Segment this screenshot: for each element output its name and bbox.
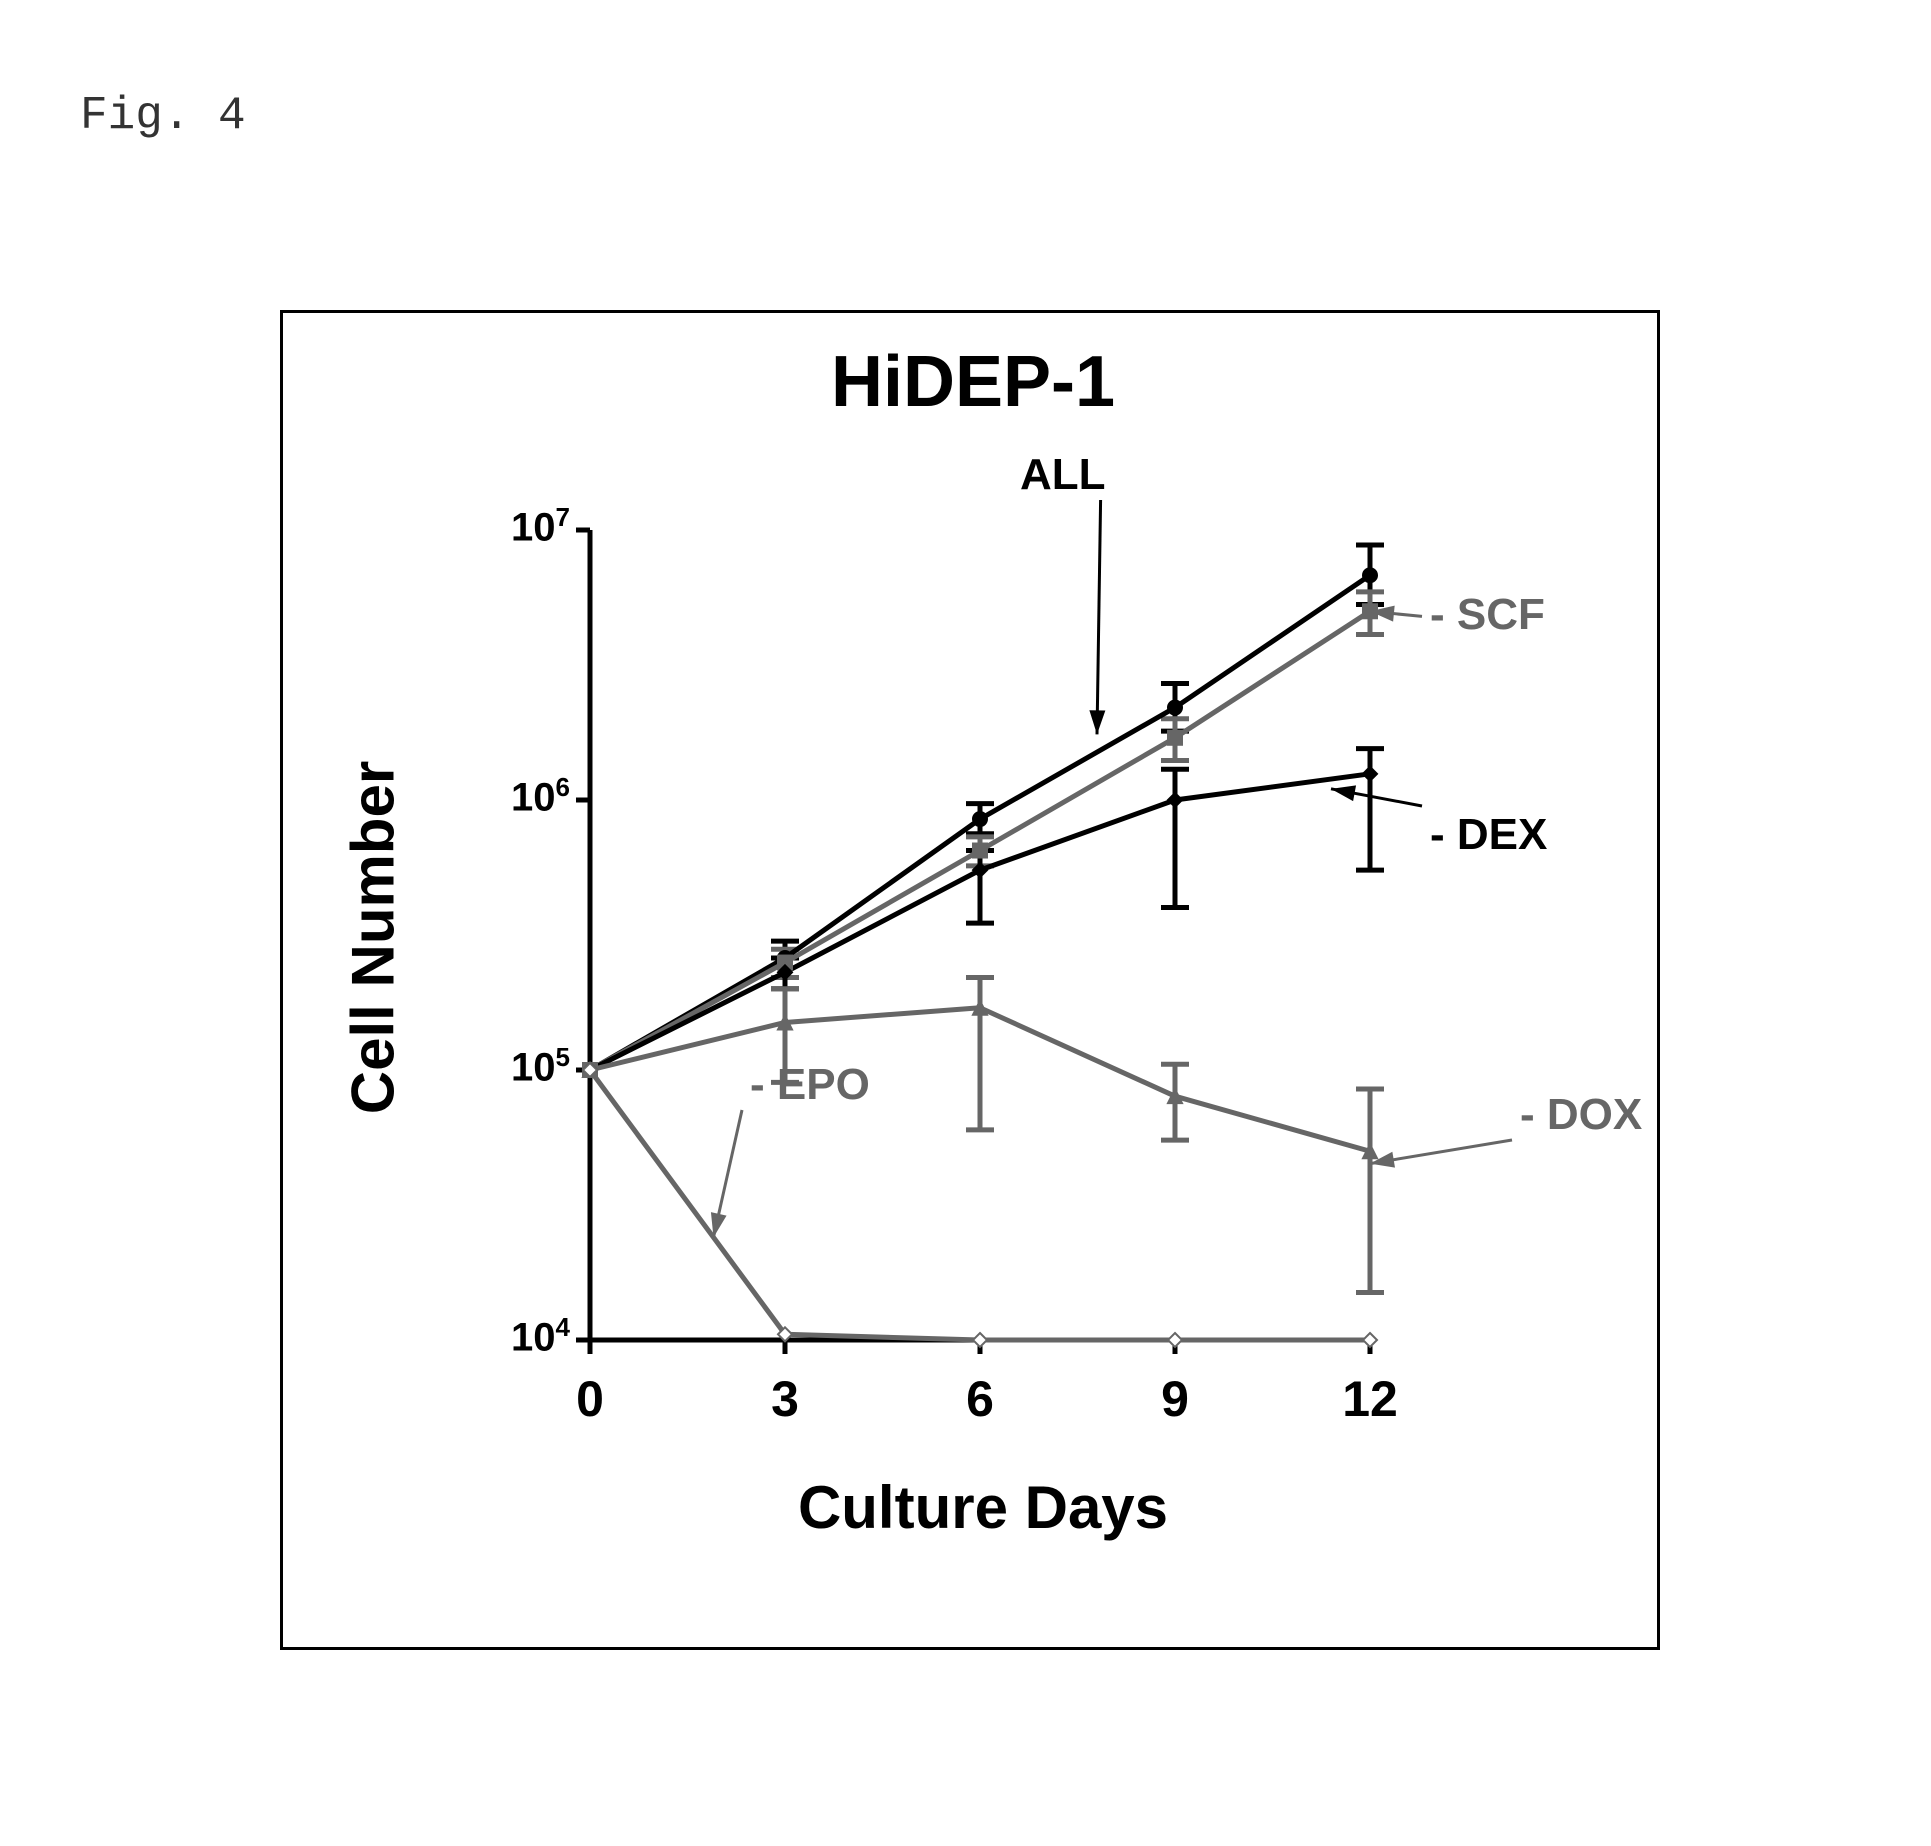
- series-marker-minus-EPO: [1363, 1333, 1377, 1347]
- series-annotation-minus-EPO: - EPO: [750, 1060, 870, 1110]
- series-marker-ALL: [973, 812, 987, 826]
- series-annotation-minus-DEX: - DEX: [1430, 810, 1547, 860]
- series-annotation-minus-SCF: - SCF: [1430, 590, 1545, 640]
- x-tick-label: 0: [560, 1370, 620, 1428]
- x-tick-label: 12: [1340, 1370, 1400, 1428]
- series-marker-ALL: [1168, 701, 1182, 715]
- y-tick-label: 105: [460, 1042, 570, 1090]
- page: Fig. 4 HiDEP-1 Cell Number Culture Days …: [0, 0, 1931, 1846]
- y-tick-label: 104: [460, 1312, 570, 1360]
- series-marker-minus-EPO: [973, 1333, 987, 1347]
- series-annotation-minus-DOX: - DOX: [1520, 1090, 1642, 1140]
- y-tick-label: 107: [460, 502, 570, 550]
- x-tick-label: 9: [1145, 1370, 1205, 1428]
- series-marker-minus-DEX: [1168, 793, 1182, 807]
- series-marker-ALL: [1363, 568, 1377, 582]
- series-marker-minus-SCF: [1168, 731, 1182, 745]
- y-tick-label: 106: [460, 772, 570, 820]
- chart-plot: [0, 0, 1931, 1846]
- series-marker-minus-DEX: [1363, 767, 1377, 781]
- x-tick-label: 3: [755, 1370, 815, 1428]
- series-marker-minus-SCF: [973, 844, 987, 858]
- x-tick-label: 6: [950, 1370, 1010, 1428]
- series-annotation-ALL: ALL: [1020, 450, 1106, 500]
- series-marker-minus-EPO: [1168, 1333, 1182, 1347]
